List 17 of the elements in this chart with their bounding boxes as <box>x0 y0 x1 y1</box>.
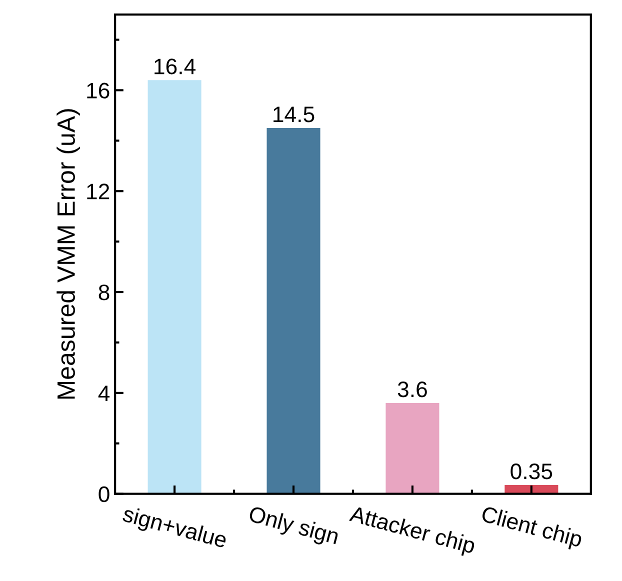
y-tick-label: 12 <box>87 184 110 200</box>
y-tick-label: 4 <box>98 386 110 401</box>
y-axis-title: Measured VMM Error (uA) <box>56 109 80 399</box>
y-tick-label: 16 <box>87 82 110 98</box>
data-label: 14.5 <box>274 106 314 122</box>
bar <box>148 80 202 494</box>
y-tick-label: 0 <box>98 486 110 502</box>
x-tick-label: Client chip <box>480 505 584 552</box>
x-tick-label: Attacker chip <box>348 504 476 558</box>
data-label: 16.4 <box>154 58 196 74</box>
y-tick-label: 8 <box>98 284 110 300</box>
bar <box>266 128 320 494</box>
x-tick-label: Only sign <box>247 505 340 549</box>
data-label: 0.35 <box>510 464 552 480</box>
data-label: 3.6 <box>398 382 427 398</box>
bar <box>504 485 558 494</box>
bar <box>386 403 440 494</box>
